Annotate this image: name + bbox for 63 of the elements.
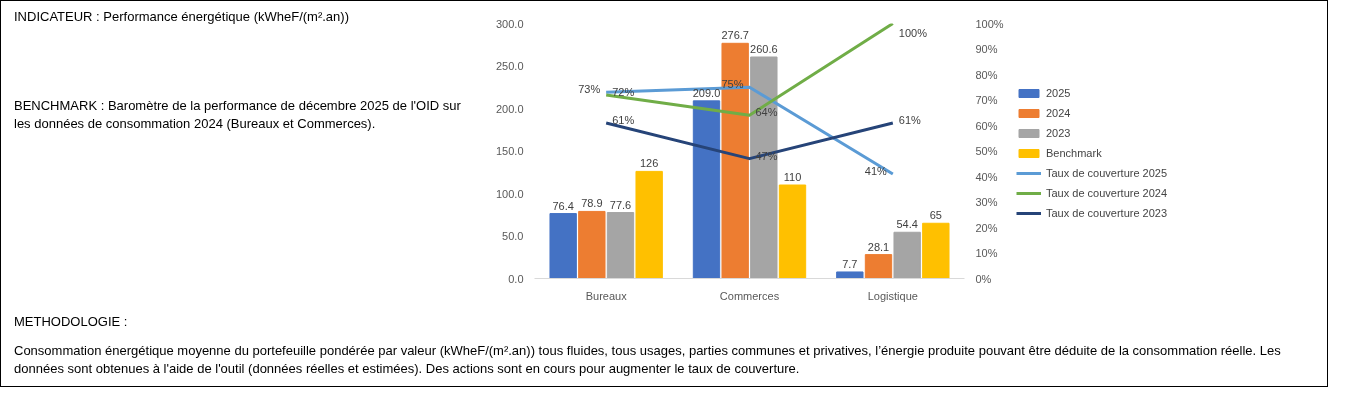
bar: [750, 56, 778, 279]
legend-label: Taux de couverture 2024: [1046, 186, 1168, 199]
x-tick-label: Commerces: [719, 289, 780, 302]
bar: [864, 254, 893, 279]
bar: [778, 184, 807, 279]
bar: [578, 210, 606, 279]
y2-tick-label: 10%: [975, 247, 998, 259]
data-label: 77.6: [609, 198, 632, 211]
text: INDICATEUR : Performance énergétique (kWheF/(m².an)): [14, 8, 349, 26]
data-label: 64%: [755, 106, 778, 119]
y2-tick-label: 50%: [975, 145, 998, 157]
data-label: 7.7: [842, 257, 858, 270]
y2-tick-label: 20%: [975, 221, 998, 234]
legend-label: Taux de couverture 2025: [1046, 166, 1168, 179]
y-tick-label: 150.0: [495, 145, 524, 157]
legend-label: 2023: [1046, 126, 1071, 139]
bar: [635, 170, 663, 279]
legend-label: Benchmark: [1046, 146, 1102, 159]
data-label: 28.1: [867, 240, 890, 253]
data-label: 65: [929, 209, 942, 222]
data-label: 41%: [864, 164, 888, 177]
y2-tick-label: 80%: [975, 68, 998, 81]
data-label: 100%: [898, 26, 928, 39]
y2-tick-label: 0%: [975, 272, 992, 285]
data-label: 72%: [612, 85, 635, 98]
y-tick-label: 100.0: [495, 187, 524, 200]
y2-tick-label: 100%: [975, 17, 1004, 30]
bar: [606, 212, 635, 279]
data-label: 110: [783, 171, 802, 183]
x-tick-label: Logistique: [867, 289, 918, 302]
y2-tick-label: 60%: [975, 119, 998, 132]
x-tick-label: Bureaux: [585, 289, 628, 302]
data-label: 209.0: [692, 86, 721, 99]
text: BENCHMARK : Baromètre de la performance de décembre 2025 de l'OID sur les données de consommation 2024 (Bureaux et Commerces).: [14, 96, 462, 134]
y-tick-label: 0.0: [508, 272, 524, 285]
legend-label: Taux de couverture 2023: [1046, 206, 1168, 219]
y2-tick-label: 40%: [975, 170, 998, 183]
bar: [721, 42, 749, 279]
bar: [692, 100, 721, 279]
bar: [836, 271, 864, 279]
data-label: 61%: [612, 113, 635, 126]
data-label: 54.4: [896, 218, 918, 231]
y2-tick-label: 90%: [975, 43, 998, 55]
legend-label: 2024: [1046, 106, 1071, 119]
data-label: 78.9: [581, 197, 603, 210]
bar: [893, 231, 921, 279]
y2-tick-label: 70%: [975, 94, 998, 106]
data-label: 76.4: [552, 199, 574, 212]
data-label: 126: [639, 157, 659, 170]
y-tick-label: 50.0: [502, 230, 524, 242]
bar: [549, 213, 577, 279]
y-tick-label: 200.0: [495, 102, 524, 115]
text: METHODOLOGIE :: [14, 313, 128, 331]
data-label: 260.6: [750, 42, 778, 55]
text: Consommation énergétique moyenne du portefeuille pondérée par valeur (kWheF/(m².an)) tous fluides, tous usages, parties communes et privatives, l’énergie produite pouvant être déduite de la consommation réelle. Les données sont obtenues à l'aide de l'outil (données réelles et estimées). Des actions sont en cours pour augmenter le taux de couverture.: [14, 341, 1282, 379]
data-label: 73%: [578, 83, 601, 96]
data-label: 61%: [898, 113, 922, 126]
y-tick-label: 250.0: [495, 60, 524, 72]
bar: [922, 222, 950, 279]
y2-tick-label: 30%: [975, 196, 998, 208]
y-tick-label: 300.0: [495, 17, 524, 30]
data-label: 276.7: [721, 29, 749, 42]
legend-label: 2025: [1046, 86, 1071, 99]
